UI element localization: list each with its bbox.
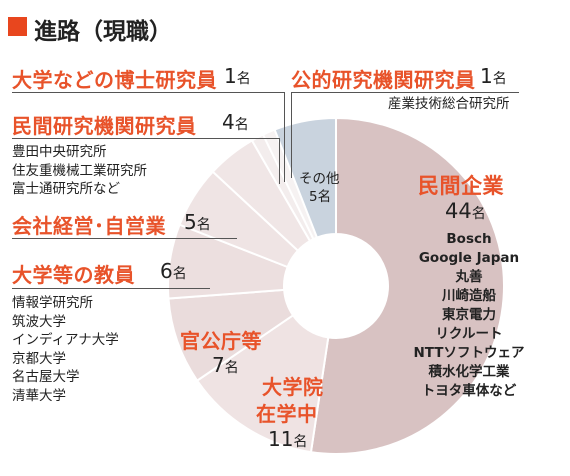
pie-slice-1 [195, 313, 330, 454]
chart-title: 進路（現職） [34, 19, 172, 45]
leader-faculty [12, 288, 210, 289]
count-faculty: 6名 [160, 259, 187, 283]
examples-public-research: 産業技術総合研究所 [388, 96, 510, 112]
examples-faculty: 情報学研究所 筑波大学 インディアナ大学 京都大学 名古屋大学 清華大学 [12, 295, 119, 404]
pie-slice-0 [309, 116, 505, 455]
count-postdoc: 1名 [224, 64, 251, 88]
leader-self-employed [12, 238, 237, 239]
count-government: 7名 [212, 353, 239, 377]
label-grad-school-2: 在学中 [256, 402, 318, 426]
label-private-research: 民間研究機関研究員 [12, 114, 197, 138]
leader-public-research-h [291, 92, 519, 93]
title-marker [8, 17, 27, 36]
leader-postdoc-h [12, 92, 285, 93]
label-private-companies: 民間企業 [418, 174, 504, 198]
count-public-research: 1名 [480, 64, 507, 88]
label-faculty: 大学等の教員 [12, 263, 135, 287]
count-grad-school: 11名 [268, 427, 308, 451]
label-self-employed: 会社経営･自営業 [12, 214, 166, 238]
label-public-research: 公的研究機関研究員 [291, 68, 476, 92]
examples-private-companies: Bosch Google Japan 丸善 川崎造船 東京電力 リクルート NT… [413, 231, 525, 399]
count-self-employed: 5名 [184, 210, 211, 234]
label-grad-school-1: 大学院 [262, 375, 324, 399]
label-other: その他 [299, 171, 340, 187]
leader-private-research-v [279, 138, 280, 184]
leader-private-research-h [12, 138, 280, 139]
label-postdoc: 大学などの博士研究員 [12, 68, 217, 92]
label-government: 官公庁等 [180, 329, 262, 353]
count-other: 5名 [309, 189, 332, 205]
leader-postdoc-v [284, 92, 285, 182]
examples-private-research: 豊田中央研究所 住友重機械工業研究所 富士通研究所など [12, 144, 147, 197]
count-private-research: 4名 [222, 110, 249, 134]
count-private-companies: 44名 [445, 199, 486, 223]
leader-public-research-v [291, 92, 292, 178]
